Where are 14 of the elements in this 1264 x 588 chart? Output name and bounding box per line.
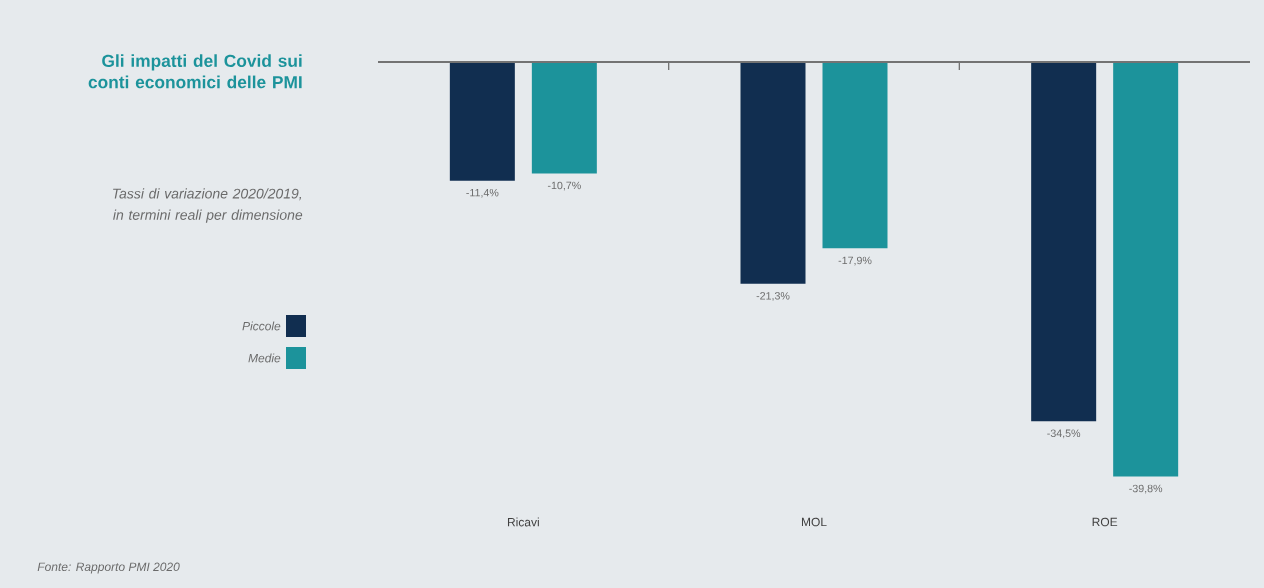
data-label: -10,7% <box>547 181 581 191</box>
x-tick-label: MOL <box>801 517 827 527</box>
text: Gli impatti del Covid sui conti economici delle PMI <box>88 54 302 89</box>
text: Tassi di variazione 2020/2019, in termini reali per dimensione <box>113 188 303 223</box>
data-label: -39,8% <box>1129 484 1163 494</box>
legend-label: Medie <box>248 353 281 363</box>
data-label: -21,3% <box>756 292 790 301</box>
legend-label: Piccole <box>242 321 281 331</box>
data-label: -34,5% <box>1047 429 1081 439</box>
data-label: -11,4% <box>466 188 499 198</box>
data-label: -17,9% <box>838 256 872 266</box>
source-note: Fonte: Rapporto PMI 2020 <box>37 562 180 574</box>
x-tick-label: Ricavi <box>507 517 539 527</box>
x-tick-label: ROE <box>1092 517 1118 527</box>
